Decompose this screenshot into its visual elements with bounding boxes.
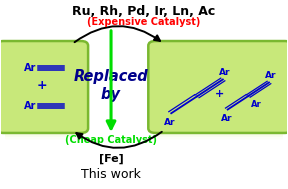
Text: +: + [37,79,48,92]
Text: Ar: Ar [24,101,37,111]
Text: Replaced: Replaced [74,69,148,84]
FancyBboxPatch shape [157,132,283,137]
Text: (Expensive Catalyst): (Expensive Catalyst) [87,17,201,27]
Text: (Cheap Catalyst): (Cheap Catalyst) [65,136,157,146]
Text: Ar: Ar [164,118,176,127]
FancyBboxPatch shape [157,129,283,134]
Text: Ru, Rh, Pd, Ir, Ln, Ac: Ru, Rh, Pd, Ir, Ln, Ac [72,5,216,18]
FancyBboxPatch shape [148,41,288,133]
FancyBboxPatch shape [5,132,79,137]
FancyBboxPatch shape [0,41,88,133]
FancyBboxPatch shape [157,134,283,139]
Text: Ar: Ar [265,71,276,80]
Text: This work: This work [81,168,141,181]
Text: Ar: Ar [251,100,262,109]
Text: Ar: Ar [221,114,232,123]
Text: +: + [215,89,225,99]
FancyBboxPatch shape [5,134,79,139]
FancyBboxPatch shape [5,129,79,134]
Text: Ar: Ar [24,63,37,73]
Text: by: by [101,87,121,102]
Text: [Fe]: [Fe] [99,154,124,164]
Text: Ar: Ar [219,68,230,77]
